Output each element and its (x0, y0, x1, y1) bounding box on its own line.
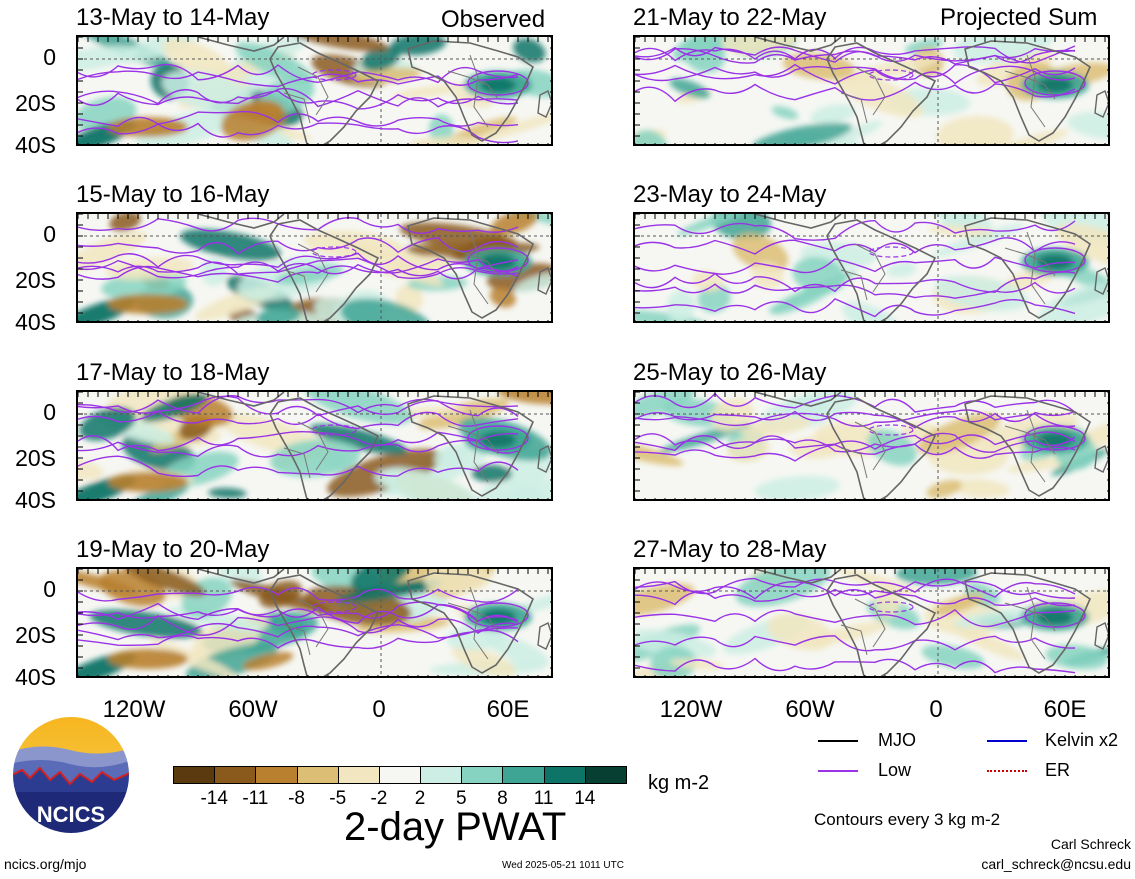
colorbar-swatch (543, 766, 586, 784)
footer-url[interactable]: ncics.org/mjo (4, 856, 87, 872)
colorbar-tick-label: 8 (497, 788, 508, 809)
lon-tick-label: 60E (1043, 696, 1087, 723)
colorbar-tick-label: -5 (329, 788, 347, 809)
lon-tick-label: 60W (228, 696, 278, 723)
colorbar-swatch (378, 766, 422, 784)
legend-mjo: MJO (878, 730, 916, 750)
lon-tick-label: 120W (102, 696, 166, 723)
pwat-map-panel (76, 390, 553, 501)
panel-date-label: 19-May to 20-May (76, 536, 270, 563)
footer-email[interactable]: carl_schreck@ncsu.edu (981, 856, 1131, 872)
colorbar-swatch (214, 766, 257, 784)
lat-tick-label: 0 (43, 44, 56, 70)
mjo-line-icon (818, 740, 858, 742)
figure-title: 2-day PWAT (344, 805, 567, 849)
panel-date-label: 15-May to 16-May (76, 181, 270, 208)
observed-column-title: Observed (441, 6, 546, 33)
lon-tick-label: 60W (785, 696, 835, 723)
colorbar-tick-label: 5 (455, 788, 467, 809)
kelvin-line-icon (987, 740, 1027, 742)
pwat-map-panel (76, 35, 553, 146)
colorbar-tick-label: -11 (242, 788, 269, 809)
lon-tick-label: 120W (659, 696, 723, 723)
legend-kelvin: Kelvin x2 (1045, 730, 1119, 750)
colorbar-tick-label: -8 (288, 788, 305, 809)
logo-text: NCICS (37, 802, 105, 827)
colorbar-swatch (461, 766, 504, 784)
lat-tick-label: 0 (43, 221, 56, 247)
lat-tick-label: 40S (15, 664, 56, 690)
er-line-icon (987, 770, 1027, 772)
lon-tick-label: 0 (929, 696, 943, 723)
pwat-map-panel (633, 390, 1110, 501)
legend-low: Low (878, 760, 912, 780)
lon-tick-label: 60E (486, 696, 530, 723)
lon-tick-label: 0 (372, 696, 386, 723)
colorbar-swatch (502, 766, 545, 784)
panel-date-label: 21-May to 22-May (633, 4, 827, 31)
panel-date-label: 13-May to 14-May (76, 4, 270, 31)
colorbar-tick-label: 14 (574, 788, 596, 809)
panel-date-label: 25-May to 26-May (633, 359, 827, 386)
footer-timestamp: Wed 2025-05-21 1011 UTC (502, 860, 624, 871)
colorbar-swatch (255, 766, 298, 784)
low-line-icon (818, 770, 858, 772)
colorbar-tick-label: -14 (200, 788, 228, 809)
pwat-map-panel (633, 567, 1110, 678)
panel-date-label: 17-May to 18-May (76, 359, 270, 386)
colorbar-swatch (337, 766, 380, 784)
colorbar-tick-label: -2 (370, 788, 388, 809)
colorbar-swatch (584, 766, 627, 784)
panel-date-label: 23-May to 24-May (633, 181, 827, 208)
lat-tick-label: 0 (43, 399, 56, 425)
ncics-logo: NCICS (10, 714, 132, 836)
projected-column-title: Projected Sum (940, 4, 1098, 31)
colorbar-tick-label: 11 (533, 788, 554, 809)
pwat-map-panel (633, 212, 1110, 323)
colorbar-swatch (420, 766, 463, 784)
lat-tick-label: 40S (15, 132, 56, 158)
legend-er: ER (1045, 760, 1071, 780)
colorbar-swatch (173, 766, 216, 784)
lat-tick-label: 20S (15, 267, 56, 293)
pwat-map-panel (76, 567, 553, 678)
lat-tick-label: 20S (15, 90, 56, 116)
panel-date-label: 27-May to 28-May (633, 536, 827, 563)
lat-tick-label: 40S (15, 309, 56, 335)
colorbar-unit: kg m-2 (648, 772, 710, 794)
colorbar-tick-label: 2 (414, 788, 426, 809)
contours-note: Contours every 3 kg m-2 (814, 810, 1001, 829)
colorbar-swatch (296, 766, 339, 784)
pwat-map-panel (633, 35, 1110, 146)
lat-tick-label: 20S (15, 445, 56, 471)
lat-tick-label: 0 (43, 576, 56, 602)
lat-tick-label: 20S (15, 622, 56, 648)
pwat-map-panel (76, 212, 553, 323)
footer-author: Carl Schreck (1050, 836, 1131, 852)
lat-tick-label: 40S (15, 487, 56, 513)
